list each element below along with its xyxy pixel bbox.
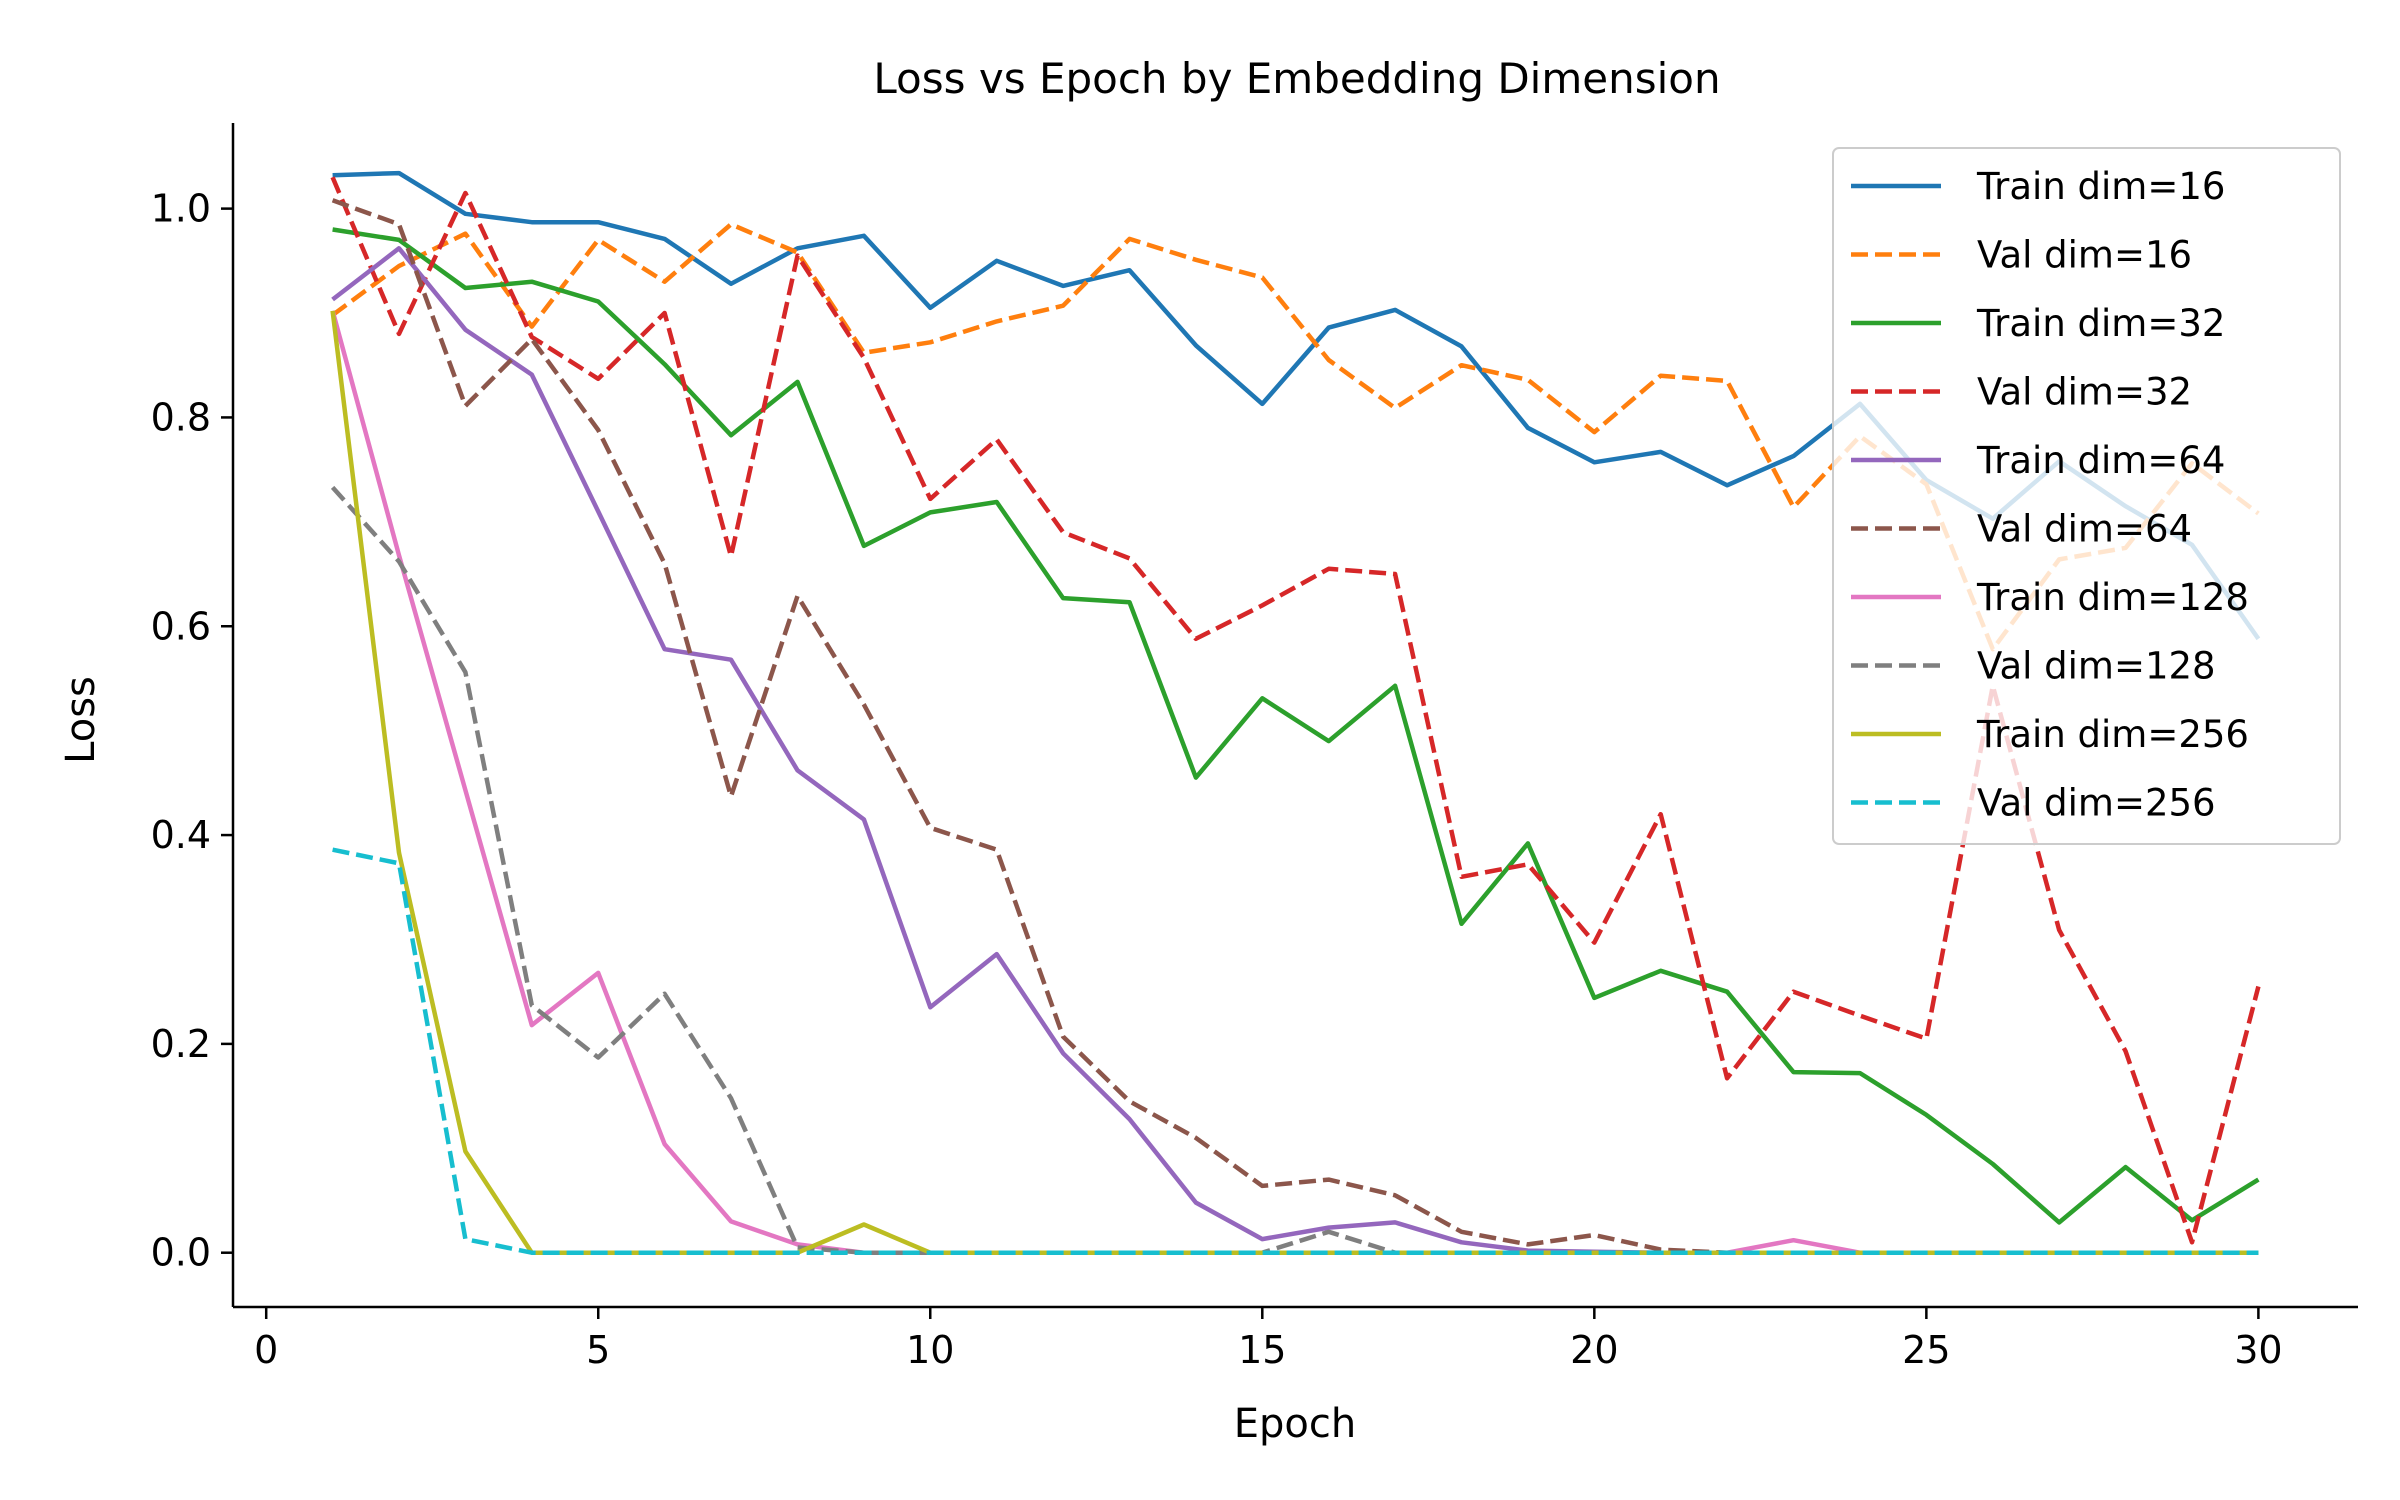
x-tick-label: 15 xyxy=(1238,1328,1286,1372)
x-tick-label: 10 xyxy=(906,1328,954,1372)
legend-entry-label: Val dim=16 xyxy=(1977,234,2192,277)
series-line-val-dim-32 xyxy=(330,176,2261,1245)
legend-box xyxy=(1832,147,2341,845)
legend-entry-label: Val dim=64 xyxy=(1977,508,2192,551)
y-axis-label: Loss xyxy=(58,676,104,764)
x-tick-label: 0 xyxy=(254,1328,278,1372)
legend: Train dim=16 Val dim=16 Train dim=32 Val di… xyxy=(1832,147,2341,845)
y-tick-label: 0.0 xyxy=(151,1231,211,1275)
plot-area xyxy=(330,170,2261,1255)
legend-entry-label: Val dim=32 xyxy=(1977,371,2192,414)
series-line-val-dim-128 xyxy=(330,485,2259,1255)
legend-entry-label: Train dim=32 xyxy=(1976,302,2225,345)
x-tick-label: 25 xyxy=(1902,1328,1950,1372)
y-tick-label: 1.0 xyxy=(151,187,211,231)
x-axis-label: Epoch xyxy=(1234,1401,1356,1447)
y-tick-label: 0.4 xyxy=(151,813,211,857)
legend-entry-label: Val dim=128 xyxy=(1977,645,2216,688)
x-tick-label: 30 xyxy=(2234,1328,2282,1372)
legend-entry-label: Val dim=256 xyxy=(1977,782,2216,825)
legend-entry-label: Train dim=16 xyxy=(1976,165,2225,208)
legend-entry-label: Train dim=64 xyxy=(1976,439,2225,482)
legend-entry-label: Train dim=256 xyxy=(1976,713,2249,756)
legend-entry-label: Train dim=128 xyxy=(1976,576,2249,619)
series-group xyxy=(330,170,2261,1255)
series-line-train-dim-32 xyxy=(332,227,2260,1225)
x-tick-label: 5 xyxy=(586,1328,610,1372)
chart-title: Loss vs Epoch by Embedding Dimension xyxy=(873,54,1720,103)
axes: 0 5 10 15 20 25 30 0.0 0.2 0.4 0.6 0.8 1.0 xyxy=(151,123,2358,1372)
y-tick-label: 0.6 xyxy=(151,604,211,648)
y-tick-label: 0.8 xyxy=(151,395,211,439)
x-tick-label: 20 xyxy=(1570,1328,1618,1372)
y-tick-label: 0.2 xyxy=(151,1022,211,1066)
series-line-val-dim-256 xyxy=(332,847,2259,1255)
